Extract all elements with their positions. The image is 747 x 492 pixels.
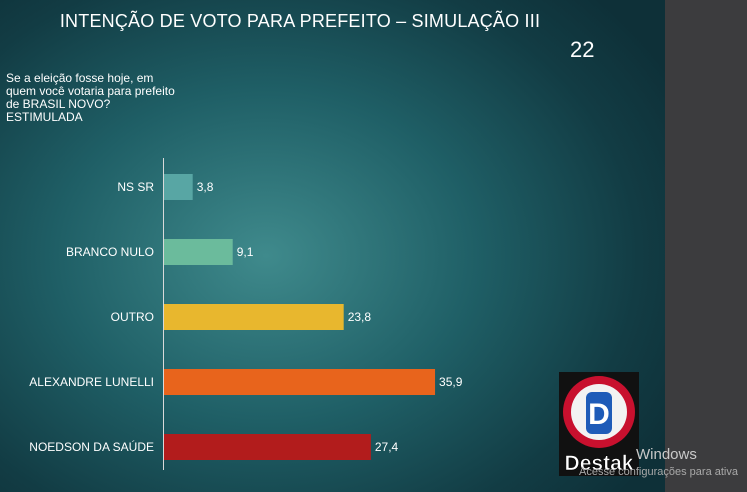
category-label: BRANCO NULO — [66, 245, 154, 259]
bar-4 — [164, 434, 371, 460]
value-label: 35,9 — [439, 375, 463, 389]
category-label: OUTRO — [111, 310, 154, 324]
category-label: NOEDSON DA SAÚDE — [29, 439, 154, 454]
value-label: 27,4 — [375, 440, 399, 454]
logo-text: Destak — [565, 452, 634, 475]
windows-activation-text: Acesse configurações para ativa — [579, 466, 738, 478]
destak-logo: D Destak — [559, 372, 639, 476]
bar-3 — [164, 369, 436, 395]
category-label: ALEXANDRE LUNELLI — [29, 375, 154, 389]
value-label: 3,8 — [197, 180, 214, 194]
bar-1 — [164, 239, 233, 265]
logo-letter: D — [588, 398, 610, 431]
desktop-background — [665, 0, 747, 492]
value-label: 23,8 — [348, 310, 372, 324]
value-label: 9,1 — [237, 245, 254, 259]
page-number: 22 — [570, 37, 595, 62]
question-text: Se a eleição fosse hoje, em quem você vo… — [6, 71, 175, 124]
bar-0 — [164, 174, 193, 200]
slide-title: INTENÇÃO DE VOTO PARA PREFEITO – SIMULAÇ… — [59, 11, 541, 31]
bar-chart: NS SR 3,8 BRANCO NULO 9,1 OUTRO 23,8 ALEXANDRE… — [29, 158, 463, 470]
category-label: NS SR — [117, 180, 154, 194]
slide: INTENÇÃO DE VOTO PARA PREFEITO – SIMULAÇ… — [0, 0, 665, 492]
bar-2 — [164, 304, 344, 330]
windows-activation-title: Windows — [636, 446, 697, 463]
